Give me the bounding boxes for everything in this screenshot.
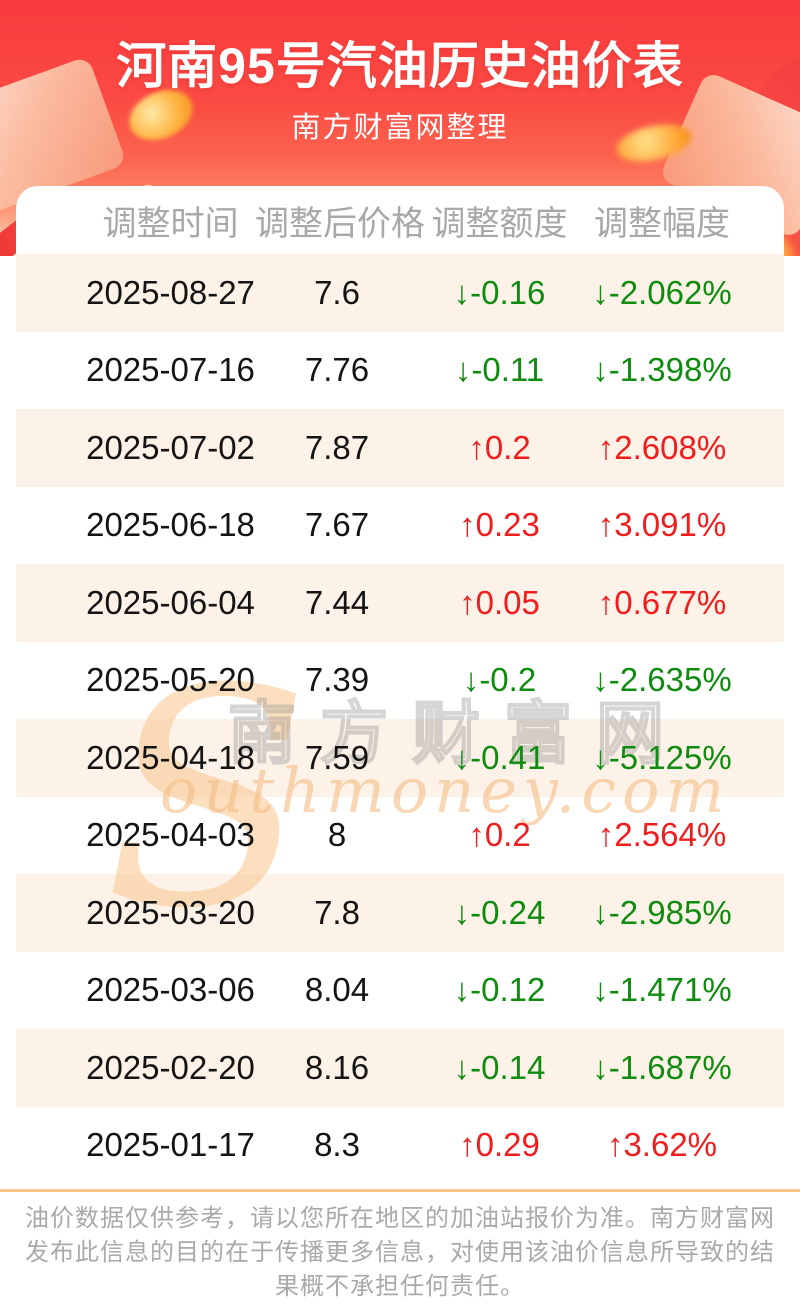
table-header-row: 调整时间 调整后价格 调整额度 调整幅度 [16,186,784,254]
cell-percent: ↓-2.985% [592,893,732,931]
cell-change: ↓-0.12 [453,971,546,1009]
price-table-card: 调整时间 调整后价格 调整额度 调整幅度 2025-08-27 7.6 ↓-0.16… [16,186,784,1184]
table-row: 2025-06-04 7.44 ↑0.05 ↑0.677% [16,564,784,642]
footer-line: 油价数据仅供参考，请以您所在地区的加油站报价为准。南方财富网 [25,1205,775,1232]
cell-date: 2025-08-27 [86,273,255,311]
footer-disclaimer: 油价数据仅供参考，请以您所在地区的加油站报价为准。南方财富网 发布此信息的目的在… [0,1202,800,1304]
table-row: 2025-03-06 8.04 ↓-0.12 ↓-1.471% [16,952,784,1030]
cell-percent: ↑0.677% [597,583,727,621]
cell-change: ↑0.23 [459,506,540,544]
cell-price: 7.76 [304,351,370,389]
cell-date: 2025-06-18 [86,506,255,544]
cell-price: 7.8 [314,893,360,931]
footer-line: 发布此信息的目的在于传播更多信息，对使用该油价信息所导致的结 [25,1239,775,1266]
cell-change: ↑0.2 [468,428,531,466]
cell-date: 2025-04-18 [86,738,255,776]
cell-percent: ↓-1.398% [592,351,732,389]
footer-line: 果概不承担任何责任。 [275,1273,525,1300]
cell-change: ↓-0.14 [453,1048,546,1086]
cell-price: 7.39 [304,661,370,699]
cell-percent: ↓-1.687% [592,1048,732,1086]
table-row: 2025-01-17 8.3 ↑0.29 ↑3.62% [16,1107,784,1185]
cell-percent: ↑2.564% [597,816,727,854]
cell-date: 2025-07-02 [86,428,255,466]
page-subtitle: 南方财富网整理 [291,112,509,144]
cell-change: ↑0.2 [468,816,531,854]
cell-change: ↓-0.24 [453,893,546,931]
table-row: 2025-08-27 7.6 ↓-0.16 ↓-2.062% [16,254,784,332]
cell-date: 2025-06-04 [86,583,255,621]
cell-price: 7.44 [304,583,370,621]
cell-price: 7.59 [304,738,370,776]
cell-price: 7.87 [304,428,370,466]
column-header-date: 调整时间 [102,204,239,243]
cell-price: 8 [327,816,347,854]
cell-date: 2025-07-16 [86,351,255,389]
cell-change: ↓-0.2 [462,661,537,699]
cell-date: 2025-04-03 [86,816,255,854]
cell-percent: ↓-2.062% [592,273,732,311]
column-header-price: 调整后价格 [255,204,425,243]
table-row: 2025-07-16 7.76 ↓-0.11 ↓-1.398% [16,332,784,410]
table-row: 2025-06-18 7.67 ↑0.23 ↑3.091% [16,487,784,565]
cell-price: 7.67 [304,506,370,544]
cell-price: 7.6 [314,273,360,311]
cell-date: 2025-03-20 [86,893,255,931]
table-row: 2025-07-02 7.87 ↑0.2 ↑2.608% [16,409,784,487]
cell-date: 2025-02-20 [86,1048,255,1086]
cell-price: 8.16 [304,1048,370,1086]
cell-date: 2025-01-17 [86,1126,255,1164]
table-row: 2025-04-03 8 ↑0.2 ↑2.564% [16,797,784,875]
column-header-percent: 调整幅度 [594,204,730,243]
cell-percent: ↓-2.635% [592,661,732,699]
cell-price: 8.3 [314,1126,360,1164]
column-header-change: 调整额度 [431,204,568,243]
table-row: 2025-04-18 7.59 ↓-0.41 ↓-5.125% [16,719,784,797]
cell-percent: ↓-5.125% [592,738,732,776]
cell-date: 2025-03-06 [86,971,255,1009]
cell-percent: ↑2.608% [597,428,727,466]
footer-divider [0,1189,800,1192]
cell-change: ↓-0.41 [453,738,546,776]
table-row: 2025-02-20 8.16 ↓-0.14 ↓-1.687% [16,1029,784,1107]
cell-change: ↓-0.16 [453,273,546,311]
cell-change: ↑0.29 [459,1126,540,1164]
cell-percent: ↑3.091% [597,506,727,544]
cell-percent: ↓-1.471% [592,971,732,1009]
cell-price: 8.04 [304,971,370,1009]
page-title: 河南95号汽油历史油价表 [116,38,684,94]
cell-change: ↓-0.11 [454,351,545,389]
table-row: 2025-05-20 7.39 ↓-0.2 ↓-2.635% [16,642,784,720]
table-body: 2025-08-27 7.6 ↓-0.16 ↓-2.062% 2025-07-16 7.7… [16,254,784,1184]
cell-percent: ↑3.62% [606,1126,718,1164]
cell-change: ↑0.05 [459,583,540,621]
cell-date: 2025-05-20 [86,661,255,699]
table-row: 2025-03-20 7.8 ↓-0.24 ↓-2.985% [16,874,784,952]
